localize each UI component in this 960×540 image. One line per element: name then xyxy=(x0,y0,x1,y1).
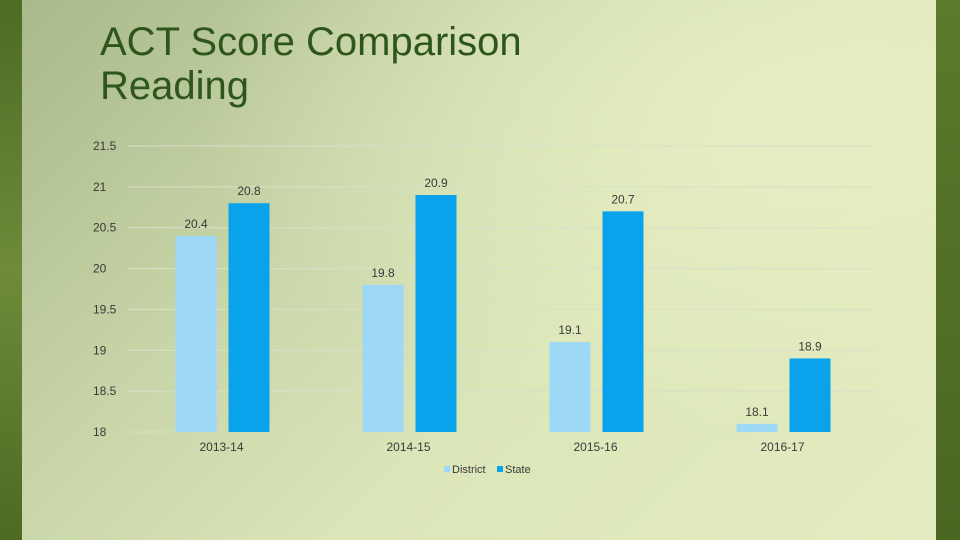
bar-state xyxy=(415,195,457,432)
y-tick-label: 21.5 xyxy=(93,139,117,153)
data-label: 18.1 xyxy=(745,405,769,419)
bar-state xyxy=(602,211,644,432)
title-line-2: Reading xyxy=(100,64,250,108)
data-label: 20.4 xyxy=(184,217,208,231)
bar-state xyxy=(789,358,831,432)
x-category-label: 2013-14 xyxy=(199,440,243,454)
data-label: 18.9 xyxy=(798,339,822,353)
y-tick-label: 21 xyxy=(93,180,107,194)
legend-swatch-state xyxy=(497,466,503,472)
y-tick-label: 18.5 xyxy=(93,384,117,398)
y-tick-label: 20 xyxy=(93,262,107,276)
y-tick-label: 19 xyxy=(93,343,107,357)
legend-label-state: State xyxy=(505,464,531,476)
legend-label-district: District xyxy=(452,464,486,476)
right-accent-bar xyxy=(936,0,960,540)
bar-district xyxy=(736,423,778,432)
title-line-1: ACT Score Comparison xyxy=(100,20,522,64)
x-category-label: 2016-17 xyxy=(760,440,804,454)
slide-background xyxy=(22,0,936,540)
left-accent-bar xyxy=(0,0,22,540)
data-label: 20.9 xyxy=(424,176,448,190)
data-label: 20.7 xyxy=(611,192,635,206)
x-category-label: 2014-15 xyxy=(386,440,430,454)
bar-district xyxy=(362,284,404,432)
y-tick-label: 20.5 xyxy=(93,221,117,235)
legend-swatch-district xyxy=(444,466,450,472)
data-label: 19.8 xyxy=(371,266,395,280)
bar-district xyxy=(549,342,591,432)
y-tick-label: 18 xyxy=(93,425,107,439)
bar-district xyxy=(175,235,217,432)
slide-title: ACT Score Comparison Reading xyxy=(100,20,522,108)
bar-state xyxy=(228,203,270,432)
data-label: 20.8 xyxy=(237,184,261,198)
y-tick-label: 19.5 xyxy=(93,302,117,316)
data-label: 19.1 xyxy=(558,323,582,337)
x-category-label: 2015-16 xyxy=(573,440,617,454)
